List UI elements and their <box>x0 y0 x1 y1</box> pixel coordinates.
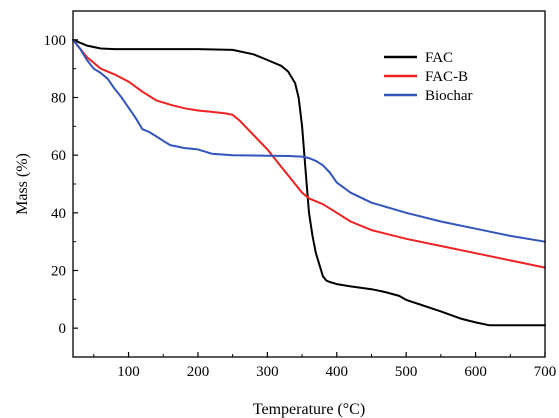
ticks-layer: 100 200 300 400 500 600 700 0 20 40 60 80 100 <box>44 33 557 380</box>
series-layer <box>72 38 546 327</box>
y-tick-label: 60 <box>51 148 66 164</box>
x-tick-label: 700 <box>534 364 557 380</box>
x-axis-label: Temperature (°C) <box>253 401 365 418</box>
x-tick-label: 600 <box>464 364 487 380</box>
y-tick-label: 100 <box>44 33 67 49</box>
legend-label-biochar: Biochar <box>425 88 472 104</box>
x-tick-label: 500 <box>395 364 418 380</box>
series-line-fac <box>72 38 546 327</box>
legend: FAC FAC-B Biochar <box>384 50 472 104</box>
legend-label-fac-b: FAC-B <box>425 69 468 85</box>
x-tick-label: 100 <box>117 364 140 380</box>
x-tick-label: 200 <box>187 364 210 380</box>
series-line-fac-b <box>72 38 546 269</box>
x-tick-label: 400 <box>326 364 349 380</box>
y-tick-label: 20 <box>51 264 66 280</box>
y-tick-label: 80 <box>51 91 66 107</box>
y-tick-label: 0 <box>59 321 67 337</box>
y-axis-label: Mass (%) <box>14 153 31 215</box>
legend-label-fac: FAC <box>425 50 453 66</box>
y-tick-label: 40 <box>51 206 66 222</box>
series-line-biochar <box>72 38 546 243</box>
x-tick-label: 300 <box>256 364 279 380</box>
